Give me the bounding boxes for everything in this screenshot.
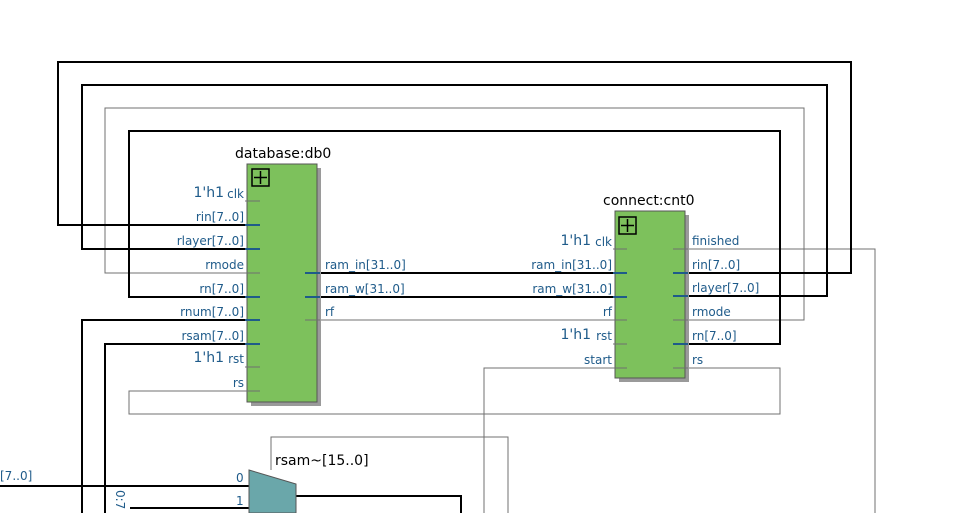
wire-mux-feedback <box>270 436 509 513</box>
cnt0-port-ram-w: ram_w[31..0] <box>532 282 612 296</box>
mux-slice-label: 0:7 <box>113 490 127 509</box>
cnt0-title: connect:cnt0 <box>603 193 695 209</box>
db0-port-rsam: rsam[7..0] <box>182 329 245 343</box>
db0-port-clk: clk <box>227 187 244 201</box>
mux-body <box>248 469 297 513</box>
db0-port-rin: rin[7..0] <box>196 210 244 224</box>
db0-port-rmode: rmode <box>205 258 244 272</box>
db0-port-rst: rst <box>228 352 244 366</box>
cnt0-port-finished: finished <box>692 234 739 248</box>
cnt0-port-clk: clk <box>595 235 612 249</box>
cnt0-port-start: start <box>584 353 612 367</box>
wire-start <box>483 367 627 513</box>
db0-body <box>246 163 318 403</box>
cnt0-port-rlayer: rlayer[7..0] <box>692 281 759 295</box>
cnt0-port-ram-in: ram_in[31..0] <box>531 258 612 272</box>
cnt0-body <box>614 210 686 379</box>
db0-port-rnum: rnum[7..0] <box>180 305 244 319</box>
wire-mux-out <box>296 495 462 513</box>
cnt0-port-rf: rf <box>603 305 613 319</box>
cnt0-clk-const: 1'h1 <box>560 233 591 249</box>
cnt0-block[interactable]: connect:cnt0 <box>603 193 695 382</box>
db0-port-ram-w: ram_w[31..0] <box>325 282 405 296</box>
cnt0-port-labels: 1'h1 clk ram_in[31..0] ram_w[31..0] rf 1… <box>531 233 613 367</box>
cnt0-port-rin: rin[7..0] <box>692 258 740 272</box>
wire-rsam <box>104 343 260 513</box>
plus-box-icon[interactable] <box>618 216 637 235</box>
db0-port-rn: rn[7..0] <box>199 282 244 296</box>
db0-rst-const: 1'h1 <box>193 350 224 366</box>
mux-in0-label: 0 <box>236 471 244 485</box>
thin-wires <box>104 107 876 513</box>
db0-clk-const: 1'h1 <box>193 185 224 201</box>
bus-wires <box>0 61 852 513</box>
db0-port-rf: rf <box>325 305 335 319</box>
cnt0-port-rmode: rmode <box>692 305 731 319</box>
cnt0-port-rn: rn[7..0] <box>692 329 737 343</box>
db0-port-labels: 1'h1 clk rin[7..0] rlayer[7..0] rmode rn… <box>177 185 245 390</box>
cnt0-port-rs: rs <box>692 353 703 367</box>
mux-rsam[interactable]: rsam~[15..0] 0 1 [7..0] 0:7 <box>0 453 369 513</box>
db0-port-ram-in: ram_in[31..0] <box>325 258 406 272</box>
wire-finished <box>688 248 876 513</box>
cnt0-port-rst: rst <box>596 329 612 343</box>
wire-rin <box>57 61 852 274</box>
cnt0-output-labels: finished rin[7..0] rlayer[7..0] rmode rn… <box>692 234 759 367</box>
wire-rs <box>128 367 781 415</box>
db0-title: database:db0 <box>235 146 331 162</box>
wire-rmode <box>104 107 805 321</box>
wire-rnum <box>81 319 260 513</box>
db0-block[interactable]: database:db0 <box>235 146 331 406</box>
cnt0-rst-const: 1'h1 <box>560 327 591 343</box>
wire-rn <box>128 130 781 345</box>
wire-rlayer <box>81 84 828 297</box>
db0-output-labels: ram_in[31..0] ram_w[31..0] rf <box>325 258 406 319</box>
port-pins <box>245 200 688 392</box>
mux-title: rsam~[15..0] <box>275 453 369 469</box>
mux-left-signal: [7..0] <box>0 469 32 483</box>
db0-port-rs: rs <box>233 376 244 390</box>
mux-in1-label: 1 <box>236 494 244 508</box>
db0-port-rlayer: rlayer[7..0] <box>177 234 244 248</box>
plus-box-icon[interactable] <box>251 168 270 187</box>
